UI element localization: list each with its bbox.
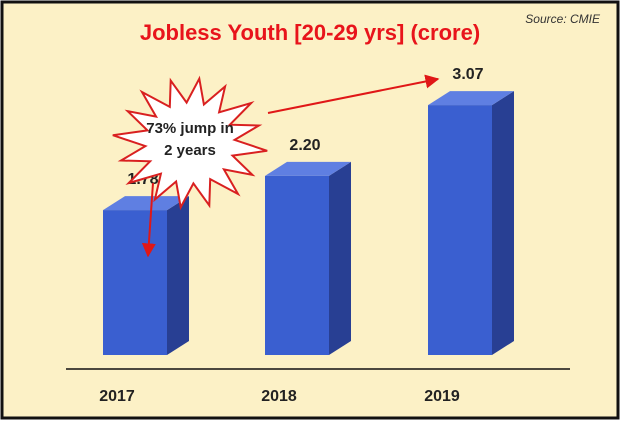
bar-side-2017 — [167, 196, 189, 355]
bar-2019: 3.07 2019 — [424, 66, 514, 405]
bar-front-2017 — [103, 210, 167, 355]
category-label-2019: 2019 — [424, 388, 460, 405]
arrow-to-2019 — [267, 74, 440, 114]
bar-top-2017 — [103, 196, 189, 211]
annotation-layer: 73% jump in 2 years — [112, 74, 440, 258]
bar-front-2019 — [428, 105, 492, 356]
category-label-2018: 2018 — [261, 388, 297, 405]
arrow-to-2017 — [141, 182, 156, 258]
bar-top-2018 — [265, 161, 351, 176]
bar-side-2019 — [492, 91, 514, 356]
bar-2018: 2.20 2018 — [261, 137, 351, 405]
annotation-line-1: 73% jump in — [146, 120, 234, 137]
value-label-2019: 3.07 — [452, 66, 483, 83]
annotation-line-2: 2 years — [164, 142, 216, 159]
value-label-2018: 2.20 — [289, 137, 320, 154]
category-label-2017: 2017 — [99, 388, 135, 405]
bar-top-2019 — [428, 91, 514, 106]
source-label: Source: CMIE — [525, 12, 601, 26]
bar-front-2018 — [265, 175, 329, 355]
bar-side-2018 — [329, 161, 351, 355]
starburst-callout — [112, 75, 268, 211]
chart-title: Jobless Youth [20-29 yrs] (crore) — [140, 20, 480, 45]
